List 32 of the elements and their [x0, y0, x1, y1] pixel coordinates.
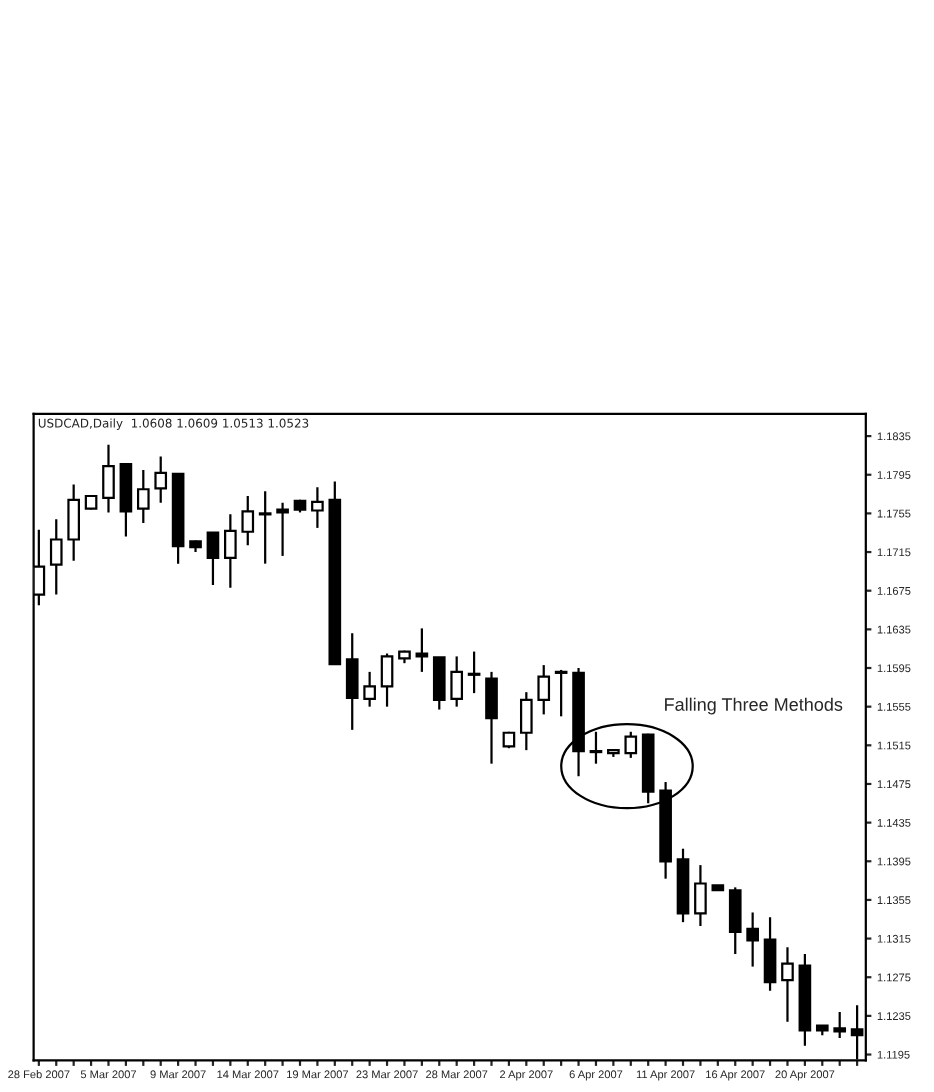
candlestick [432, 656, 446, 711]
candlestick [49, 518, 63, 596]
candlestick [589, 730, 603, 765]
candlestick [537, 664, 551, 716]
candlestick [258, 490, 272, 565]
candlestick [136, 468, 150, 525]
candlestick [206, 531, 220, 587]
candlestick [781, 946, 794, 1023]
candlestick [728, 886, 742, 956]
candlestick [694, 864, 707, 928]
candlestick [345, 632, 359, 731]
candlestick [554, 668, 568, 718]
candlestick [833, 1010, 847, 1040]
candlestick [519, 691, 533, 752]
candlestick [224, 513, 237, 589]
candlestick [311, 486, 324, 529]
candlestick [154, 455, 168, 504]
candlestick [746, 911, 759, 968]
candlestick [467, 650, 481, 695]
candlestick [67, 483, 80, 562]
candlestick [363, 670, 376, 708]
candlestick [485, 670, 498, 765]
candlestick [241, 494, 255, 547]
candlestick [276, 501, 289, 558]
candlestick [415, 627, 429, 673]
candlestick [763, 916, 777, 992]
candlestick [450, 655, 464, 708]
annotation: Falling Three Methods [665, 697, 843, 715]
candlestick [624, 730, 638, 759]
candlestick [102, 443, 115, 514]
candlestick [380, 652, 394, 708]
candlestick [119, 463, 133, 538]
